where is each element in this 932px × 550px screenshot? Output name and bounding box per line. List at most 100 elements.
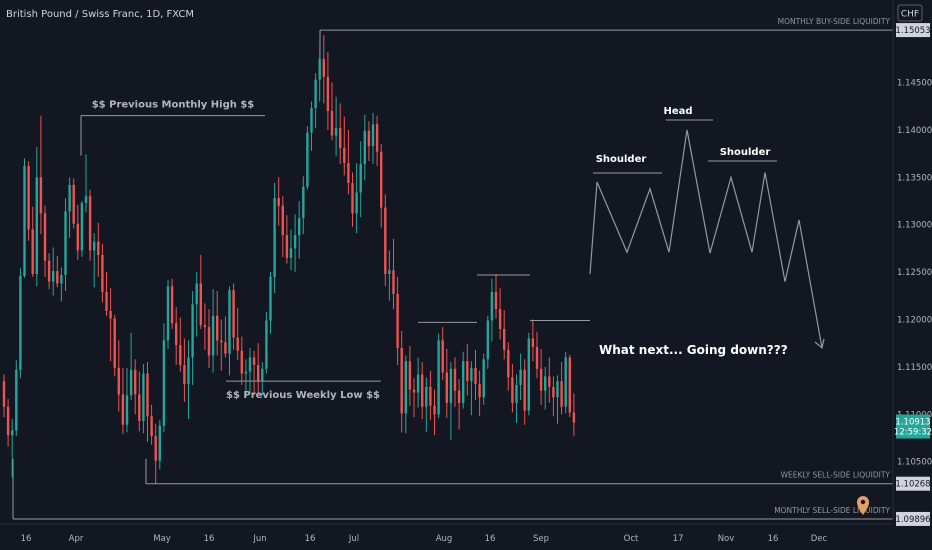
candle-body	[216, 315, 219, 341]
candle-body	[474, 367, 477, 384]
candle-body	[273, 198, 276, 277]
countdown-timer: 12:59:32	[894, 428, 932, 438]
prev-weekly-low-label: $$ Previous Weekly Low $$	[226, 390, 380, 401]
symbol-title[interactable]: British Pound / Swiss Franc, 1D, FXCM	[6, 9, 194, 20]
liquidity-price-tag-text: 1.15053	[895, 26, 930, 36]
candle-body	[252, 357, 256, 366]
candle-body	[257, 365, 260, 382]
candle-body	[195, 283, 198, 305]
candle-body	[470, 367, 473, 382]
candle-body	[523, 369, 526, 411]
candlestick-series	[2, 35, 576, 484]
candle-body	[330, 110, 334, 136]
candle-body	[511, 377, 514, 403]
candle-body	[310, 108, 313, 133]
candle-body	[109, 310, 112, 319]
candle-body	[404, 361, 407, 414]
candle-body	[134, 369, 137, 395]
price-tick-label: 1.14000	[897, 126, 932, 136]
head-label: Head	[663, 106, 692, 117]
time-tick-label: Oct	[624, 534, 639, 544]
candle-body	[392, 270, 395, 294]
candle-body	[293, 235, 297, 249]
candle-body	[478, 383, 481, 398]
candle-body	[416, 374, 420, 393]
candle-body	[326, 76, 330, 111]
prev-monthly-high-label: $$ Previous Monthly High $$	[92, 100, 255, 111]
candle-body	[339, 128, 342, 148]
time-tick-label: Sep	[533, 534, 549, 544]
candle-body	[220, 340, 223, 343]
candle-body	[158, 425, 161, 461]
candle-body	[27, 165, 30, 230]
candle-body	[6, 406, 10, 436]
candle-body	[421, 374, 424, 407]
candle-body	[105, 292, 108, 311]
candle-body	[375, 124, 379, 152]
candle-body	[433, 405, 436, 415]
candle-body	[449, 368, 453, 403]
time-tick-label: Dec	[811, 534, 828, 544]
right-shoulder-label: Shoulder	[720, 147, 771, 158]
candle-body	[359, 164, 362, 193]
candle-body	[88, 196, 92, 251]
candle-body	[466, 361, 469, 382]
candle-body	[43, 213, 47, 261]
price-axis[interactable]: 1.14500 1.14000 1.13500 1.13000 1.12500 1.120…	[892, 0, 932, 550]
candle-body	[162, 340, 166, 426]
liquidity-price-tag-text: 1.09896	[895, 515, 930, 525]
liquidity-level-label: WEEKLY SELL-SIDE LIQUIDITY	[781, 471, 891, 480]
candle-body	[179, 345, 182, 366]
candle-body	[93, 241, 96, 251]
location-pin-icon[interactable]	[857, 496, 869, 515]
candle-body	[548, 376, 551, 387]
candle-body	[371, 124, 375, 147]
candle-body	[285, 235, 289, 258]
liquidity-price-tag-text: 1.10268	[895, 480, 930, 490]
candle-body	[56, 271, 59, 284]
candle-body	[76, 223, 79, 251]
candle-body	[224, 342, 227, 354]
annotation-layer: $$ Previous Monthly High $$ $$ Previous W…	[80, 100, 788, 401]
left-shoulder-label: Shoulder	[596, 154, 647, 165]
candle-body	[207, 327, 211, 356]
candle-body	[191, 304, 194, 358]
candle-body	[429, 386, 432, 406]
price-tick-label: 1.14500	[897, 79, 932, 89]
candle-body	[556, 381, 559, 398]
candle-body	[289, 248, 293, 258]
candle-body	[23, 165, 26, 276]
candle-body	[544, 376, 547, 391]
candle-body	[503, 328, 506, 350]
candle-body	[236, 337, 239, 351]
candle-body	[494, 292, 498, 310]
liquidity-level-label: MONTHLY SELL-SIDE LIQUIDITY	[774, 506, 890, 515]
time-axis[interactable]: 16 Apr May 16 Jun 16 Jul Aug 16 Sep Oct 17 Nov 16 Dec	[0, 523, 893, 544]
candle-body	[482, 359, 485, 398]
time-tick-label: 16	[305, 534, 316, 544]
candle-body	[572, 412, 576, 423]
candle-body	[80, 202, 84, 251]
time-tick-label: Nov	[718, 534, 735, 544]
candle-body	[535, 346, 539, 369]
candle-body	[486, 320, 489, 360]
price-tick-label: 1.13500	[897, 173, 932, 183]
candle-body	[101, 255, 104, 293]
candle-body	[244, 371, 248, 374]
candle-body	[138, 394, 141, 421]
candle-body	[552, 386, 555, 398]
candle-body	[142, 373, 145, 421]
price-tick-label: 1.12500	[897, 268, 932, 278]
currency-badge[interactable]: CHF	[897, 4, 923, 22]
candle-body	[240, 350, 243, 374]
candle-body	[564, 357, 567, 407]
candle-body	[343, 147, 346, 164]
liquidity-level-label: MONTHLY BUY-SIDE LIQUIDITY	[778, 17, 891, 26]
candle-body	[31, 229, 34, 274]
projection-path	[589, 129, 823, 349]
candle-body	[445, 372, 448, 403]
candle-body	[211, 315, 215, 356]
candle-body	[453, 368, 457, 391]
candle-body	[507, 349, 510, 378]
